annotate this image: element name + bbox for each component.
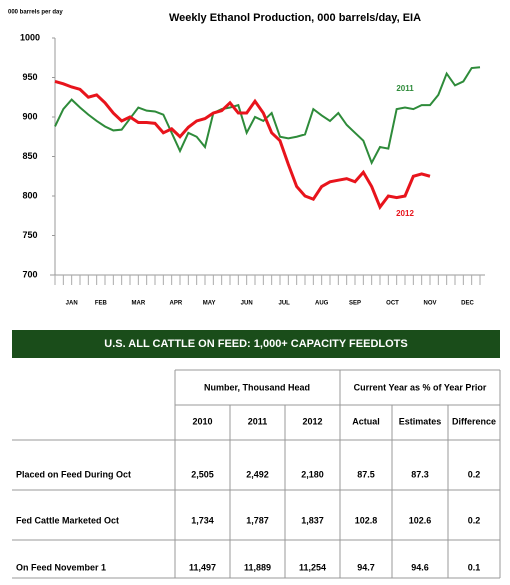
column-header: Estimates: [399, 416, 442, 426]
x-tick-label: NOV: [423, 301, 436, 307]
cell: 11,889: [244, 562, 271, 572]
cell: 11,497: [189, 562, 216, 572]
x-tick-label: AUG: [315, 301, 329, 307]
cell: 102.8: [355, 515, 378, 525]
row-label: Fed Cattle Marketed Oct: [16, 515, 119, 525]
x-tick-label: MAR: [131, 301, 145, 307]
cell: 0.2: [468, 515, 481, 525]
group-header: Number, Thousand Head: [204, 382, 310, 392]
y-tick-label: 700: [22, 269, 37, 279]
x-tick-label: JUL: [278, 301, 290, 307]
series-line: [54, 66, 481, 166]
column-header: 2010: [192, 416, 212, 426]
cell: 87.5: [357, 469, 375, 479]
cell: 94.6: [411, 562, 429, 572]
banner: [12, 330, 500, 358]
cell: 2,180: [301, 469, 324, 479]
table: Number, Thousand Head Current Year as % o…: [12, 369, 501, 579]
cell: 87.3: [411, 469, 429, 479]
banner-text: U.S. ALL CATTLE ON FEED: 1,000+ CAPACITY…: [104, 338, 407, 350]
column-header: 2012: [302, 416, 322, 426]
y-tick-label: 900: [22, 111, 37, 121]
y-tick-label: 950: [22, 72, 37, 82]
legend-label: 2012: [396, 209, 414, 218]
cell: 1,837: [301, 515, 324, 525]
cell: 1,734: [191, 515, 214, 525]
cell: 2,505: [191, 469, 214, 479]
x-tick-label: FEB: [95, 301, 108, 307]
x-tick-label: MAY: [203, 301, 216, 307]
y-tick-label: 750: [22, 230, 37, 240]
cell: 1,787: [246, 515, 269, 525]
x-tick-label: OCT: [386, 301, 399, 307]
column-header: Difference: [452, 416, 496, 426]
cell: 0.2: [468, 469, 481, 479]
y-tick-label: 1000: [20, 32, 40, 42]
cell: 0.1: [468, 562, 481, 572]
x-tick-label: JUN: [241, 301, 253, 307]
x-tick-label: APR: [169, 301, 182, 307]
cell: 102.6: [409, 515, 432, 525]
column-header: 2011: [248, 416, 268, 426]
chart-title: Weekly Ethanol Production, 000 barrels/d…: [169, 12, 421, 24]
x-tick-label: SEP: [349, 301, 361, 307]
legend-label: 2011: [396, 84, 414, 93]
cell: 11,254: [299, 562, 326, 572]
x-tick-label: JAN: [66, 301, 78, 307]
x-tick-label: DEC: [461, 301, 474, 307]
row-label: On Feed November 1: [16, 562, 106, 572]
row-label: Placed on Feed During Oct: [16, 469, 131, 479]
group-header: Current Year as % of Year Prior: [354, 382, 487, 392]
y-tick-label: 850: [22, 151, 37, 161]
cell: 94.7: [357, 562, 375, 572]
y-tick-label: 800: [22, 190, 37, 200]
cell: 2,492: [246, 469, 269, 479]
column-header: Actual: [352, 416, 380, 426]
y-axis-label: 000 barrels per day: [8, 10, 63, 16]
series-line: [54, 80, 431, 211]
